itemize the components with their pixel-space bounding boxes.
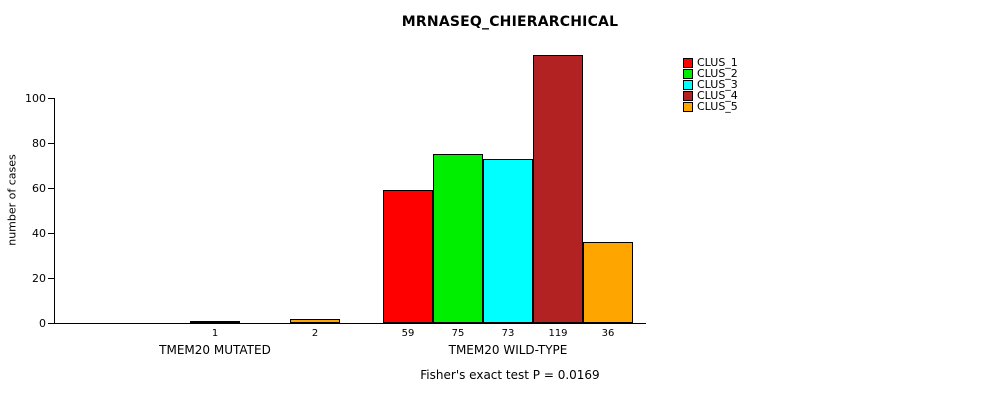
legend-item-clus_4: CLUS_4 <box>683 90 738 101</box>
y-tick-mark <box>48 98 54 99</box>
y-tick-label: 20 <box>32 272 46 285</box>
bar-value-label: 119 <box>548 328 568 339</box>
bar-clus_2-group2 <box>433 154 483 323</box>
y-tick-mark <box>48 323 54 324</box>
bar-value-label: 1 <box>211 328 219 339</box>
y-tick-label: 80 <box>32 137 46 150</box>
bar-clus_5-group1 <box>290 318 340 323</box>
bar-value-label: 36 <box>601 328 615 339</box>
legend-label: CLUS_4 <box>697 89 738 102</box>
y-tick-label: 100 <box>25 92 46 105</box>
legend-label: CLUS_1 <box>697 56 738 69</box>
category-label: TMEM20 WILD-TYPE <box>448 343 568 357</box>
bar-clus_5-group2 <box>583 242 633 323</box>
y-tick-label: 40 <box>32 227 46 240</box>
bar-value-label: 2 <box>311 328 319 339</box>
y-tick-label: 60 <box>32 182 46 195</box>
bar-clus_1-group2 <box>383 190 433 323</box>
fisher-test-annotation: Fisher's exact test P = 0.0169 <box>420 368 600 382</box>
category-label: TMEM20 MUTATED <box>159 343 271 357</box>
legend-item-clus_2: CLUS_2 <box>683 68 738 79</box>
y-tick-mark <box>48 233 54 234</box>
y-axis-label: number of cases <box>5 154 19 246</box>
legend-item-clus_3: CLUS_3 <box>683 79 738 90</box>
legend-item-clus_1: CLUS_1 <box>683 57 738 68</box>
x-axis-line <box>54 323 646 324</box>
y-tick-mark <box>48 188 54 189</box>
y-tick-mark <box>48 278 54 279</box>
legend-label: CLUS_2 <box>697 67 738 80</box>
legend-swatch-icon <box>683 68 693 79</box>
bar-clus_3-group1 <box>190 320 240 323</box>
bar-value-label: 75 <box>451 328 465 339</box>
bar-clus_4-group2 <box>533 55 583 323</box>
y-axis-line <box>54 98 55 324</box>
legend: CLUS_1 CLUS_2 CLUS_3 CLUS_4 CLUS_5 <box>683 57 738 112</box>
legend-swatch-icon <box>683 57 693 68</box>
bar-clus_3-group2 <box>483 158 533 323</box>
bar-value-label: 59 <box>401 328 415 339</box>
y-tick-mark <box>48 143 54 144</box>
bar-value-label: 73 <box>501 328 515 339</box>
y-tick-label: 0 <box>39 317 46 330</box>
legend-label: CLUS_3 <box>697 78 738 91</box>
legend-swatch-icon <box>683 101 693 112</box>
legend-swatch-icon <box>683 79 693 90</box>
legend-label: CLUS_5 <box>697 100 738 113</box>
legend-swatch-icon <box>683 90 693 101</box>
legend-item-clus_5: CLUS_5 <box>683 101 738 112</box>
chart-title: MRNASEQ_CHIERARCHICAL <box>401 14 619 30</box>
